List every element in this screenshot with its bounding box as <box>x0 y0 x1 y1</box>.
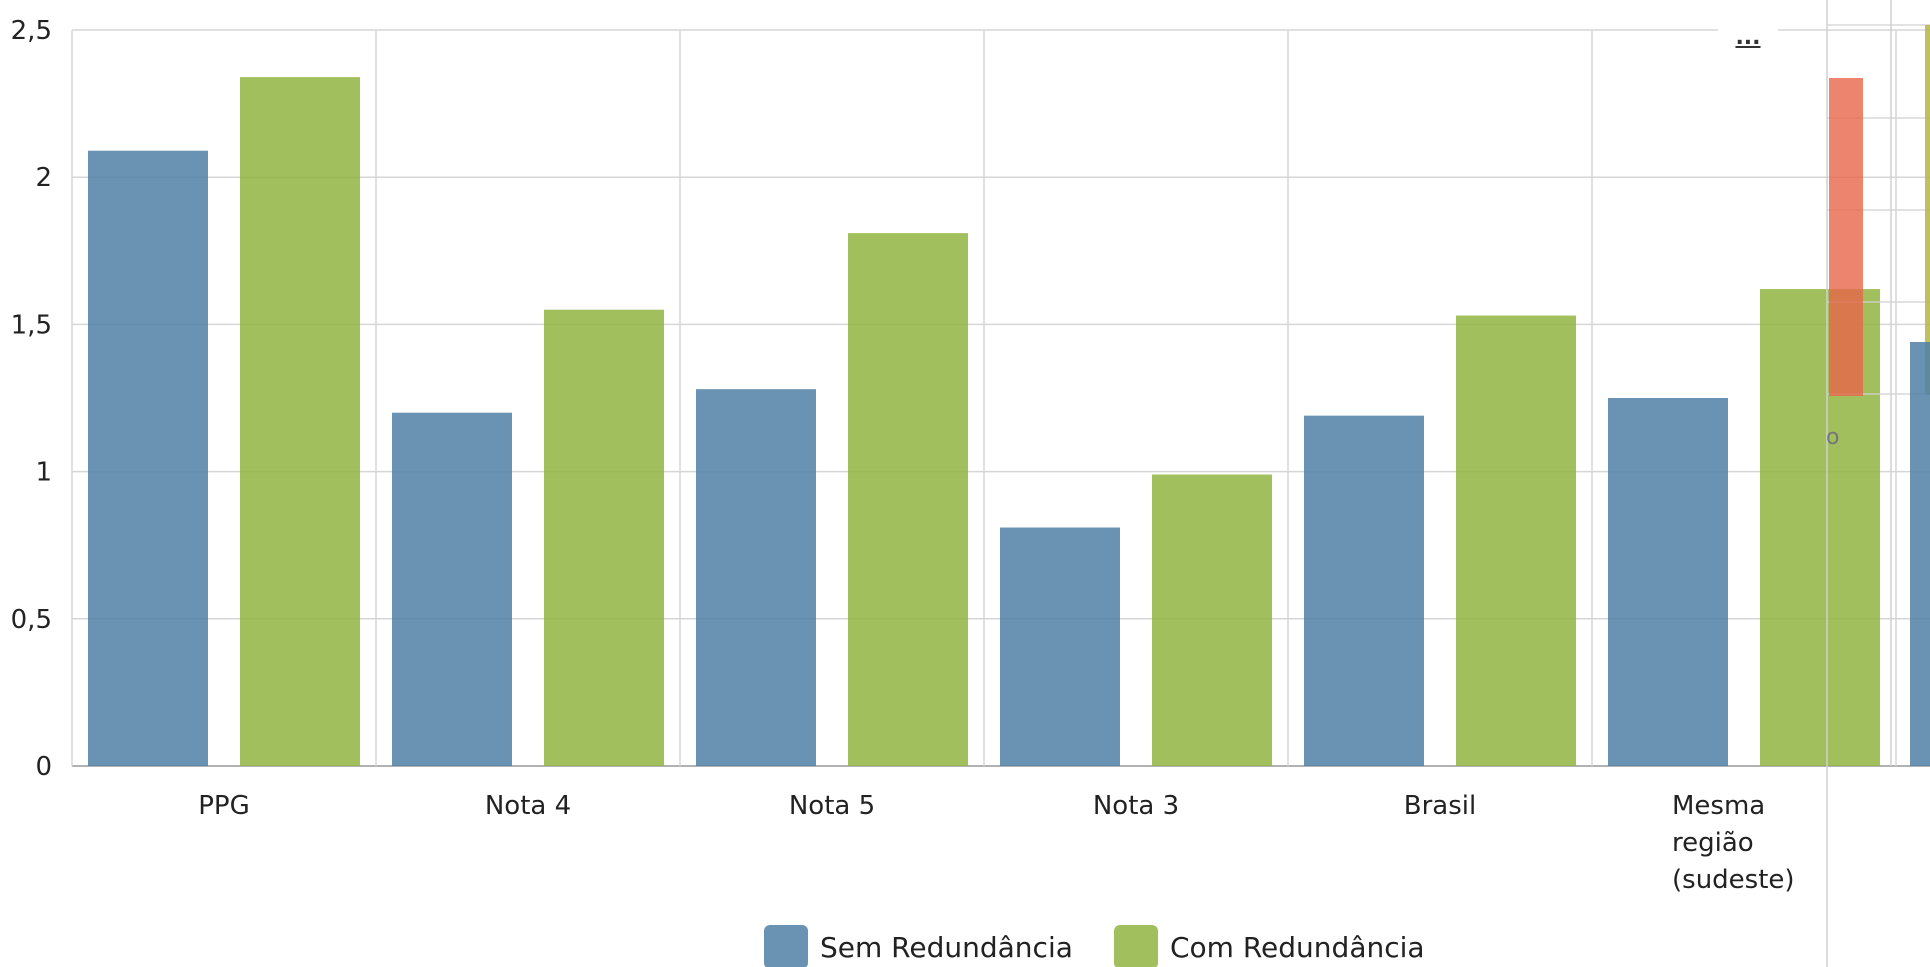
x-category-label-line: Brasil <box>1404 791 1476 821</box>
legend-item[interactable]: Sem Redundância <box>764 925 1073 967</box>
fragment-bar-blue <box>1910 342 1930 766</box>
x-category-label: PPG <box>198 791 250 821</box>
y-tick-label: 0,5 <box>11 605 52 635</box>
bar-sem-redundancia[interactable] <box>1304 416 1424 766</box>
legend-label: Sem Redundância <box>820 931 1073 964</box>
fragment-text: o <box>1826 425 1839 450</box>
legend-swatch <box>764 925 808 967</box>
y-tick-label: 2,5 <box>11 16 52 46</box>
x-category-label-line: Mesma <box>1672 791 1765 821</box>
x-category-label: Nota 4 <box>485 791 571 821</box>
y-tick-label: 1,5 <box>11 310 52 340</box>
y-tick-label: 2 <box>35 163 52 193</box>
legend: Sem Redundância Com Redundância <box>764 925 1425 967</box>
x-category-label-line: PPG <box>198 791 250 821</box>
y-tick-label: 0 <box>35 752 52 782</box>
legend-swatch <box>1114 925 1158 967</box>
x-category-label-line: (sudeste) <box>1672 865 1795 895</box>
bar-sem-redundancia[interactable] <box>696 389 816 766</box>
x-category-label-line: região <box>1672 828 1754 858</box>
x-category-label-line: Nota 4 <box>485 791 571 821</box>
legend-item[interactable]: Com Redundância <box>1114 925 1425 967</box>
x-category-label-line: Nota 5 <box>789 791 875 821</box>
x-category-label-line: Nota 3 <box>1093 791 1179 821</box>
x-axis-category-labels: PPG Nota 4 Nota 5 Nota 3 Brasil Mesma região (s… <box>198 791 1794 895</box>
bar-com-redundancia[interactable] <box>1152 475 1272 766</box>
bar-com-redundancia[interactable] <box>1456 316 1576 766</box>
bar-sem-redundancia[interactable] <box>1608 398 1728 766</box>
bar-sem-redundancia[interactable] <box>88 151 208 766</box>
x-category-label: Mesma região (sudeste) <box>1672 791 1795 895</box>
bar-com-redundancia[interactable] <box>544 310 664 766</box>
bar-com-redundancia[interactable] <box>240 77 360 766</box>
chart-menu-button[interactable]: ... <box>1718 18 1778 58</box>
x-category-label: Nota 3 <box>1093 791 1179 821</box>
legend-label: Com Redundância <box>1170 931 1425 964</box>
fragment-bar-olive <box>1925 25 1930 395</box>
bar-sem-redundancia[interactable] <box>392 413 512 766</box>
fragment-bar-red <box>1829 78 1863 396</box>
bar-com-redundancia[interactable] <box>848 233 968 766</box>
x-category-label: Nota 5 <box>789 791 875 821</box>
y-tick-label: 1 <box>35 458 52 488</box>
x-category-label: Brasil <box>1404 791 1476 821</box>
bar-sem-redundancia[interactable] <box>1000 528 1120 766</box>
y-axis-tick-labels: 0 0,5 1 1,5 2 2,5 <box>11 16 52 782</box>
